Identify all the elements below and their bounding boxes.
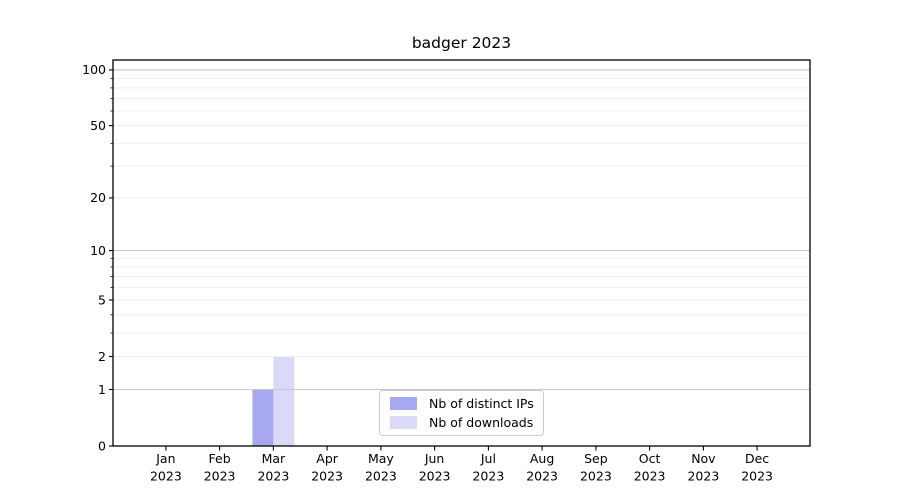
x-tick-label-jan: Jan 2023	[150, 451, 182, 484]
legend-item-distinct-ips: Nb of distinct IPs	[390, 396, 534, 411]
y-tick-label-1: 1	[98, 382, 106, 397]
legend-swatch-downloads	[390, 416, 417, 429]
x-tick-label-jun: Jun 2023	[419, 451, 451, 484]
x-tick-label-feb: Feb 2023	[204, 451, 236, 484]
x-tick-label-nov: Nov 2023	[687, 451, 719, 484]
legend-swatch-distinct-ips	[390, 397, 417, 410]
legend: Nb of distinct IPs Nb of downloads	[379, 390, 544, 436]
chart-title: badger 2023	[411, 34, 512, 52]
legend-label-downloads: Nb of downloads	[429, 415, 534, 430]
plot-border	[112, 59, 811, 447]
x-tick-label-dec: Dec 2023	[741, 451, 773, 484]
x-tick-label-aug: Aug 2023	[526, 451, 558, 484]
x-tick-label-sep: Sep 2023	[580, 451, 612, 484]
bar-nb-of-distinct-ips-mar	[252, 389, 274, 446]
x-tick-label-oct: Oct 2023	[634, 451, 666, 484]
x-tick-label-mar: Mar 2023	[257, 451, 289, 484]
legend-label-distinct-ips: Nb of distinct IPs	[429, 396, 534, 411]
y-tick-label-0: 0	[98, 438, 106, 453]
y-tick-label-50: 50	[90, 118, 106, 133]
y-tick-label-20: 20	[90, 190, 106, 205]
x-tick-label-may: May 2023	[365, 451, 397, 484]
x-tick-label-apr: Apr 2023	[311, 451, 343, 484]
y-tick-label-2: 2	[98, 349, 106, 364]
y-tick-label-100: 100	[82, 62, 106, 77]
legend-item-downloads: Nb of downloads	[390, 415, 533, 430]
y-tick-label-5: 5	[98, 292, 106, 307]
y-tick-label-10: 10	[90, 243, 106, 258]
bar-nb-of-downloads-mar	[273, 356, 295, 446]
x-tick-label-jul: Jul 2023	[472, 451, 504, 484]
